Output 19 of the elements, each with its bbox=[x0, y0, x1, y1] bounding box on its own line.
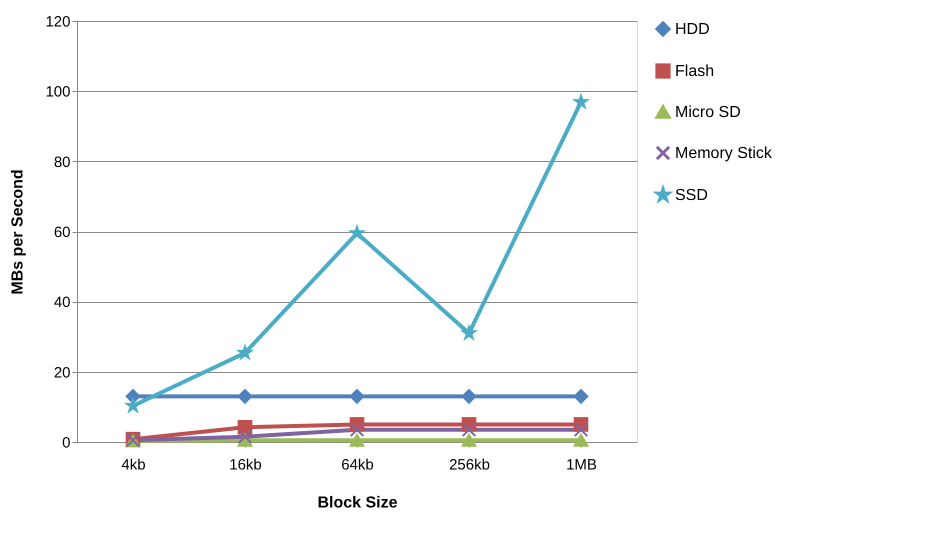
x-axis-title: Block Size bbox=[317, 494, 398, 512]
x-tick-label: 64kb bbox=[341, 456, 374, 474]
x-tick-label: 1MB bbox=[566, 456, 597, 474]
legend-label: Flash bbox=[675, 63, 714, 80]
legend-label: HDD bbox=[675, 21, 710, 38]
legend-label: Micro SD bbox=[675, 104, 741, 121]
legend-label: Memory Stick bbox=[675, 145, 773, 162]
legend-label: SSD bbox=[675, 187, 708, 204]
y-tick-label: 0 bbox=[62, 434, 70, 452]
y-tick-label: 40 bbox=[54, 294, 70, 312]
y-tick-label: 20 bbox=[54, 364, 70, 382]
y-tick-label: 100 bbox=[45, 84, 70, 101]
y-tick-label: 80 bbox=[54, 154, 70, 171]
y-tick-label: 60 bbox=[54, 224, 70, 241]
x-tick-label: 16kb bbox=[229, 456, 262, 474]
y-tick-label: 120 bbox=[45, 14, 70, 30]
x-tick-label: 4kb bbox=[121, 456, 146, 474]
x-tick-label: 256kb bbox=[449, 456, 490, 474]
y-axis-title: MBs per Second bbox=[9, 169, 26, 295]
